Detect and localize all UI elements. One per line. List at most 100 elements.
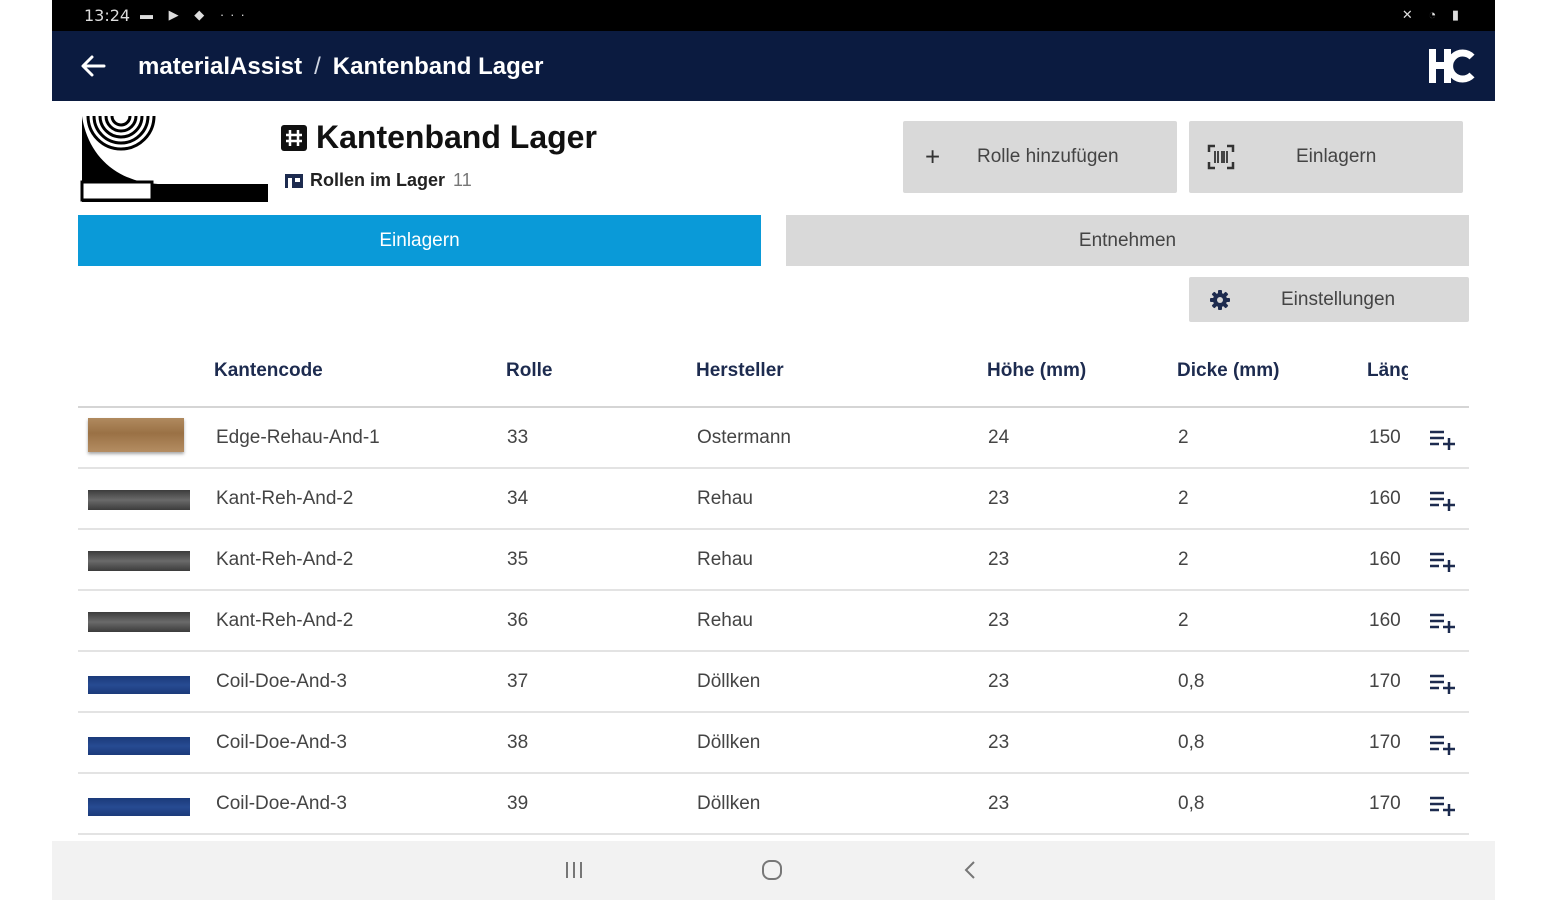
playlist-add-icon[interactable] (1428, 428, 1456, 450)
company-logo (1429, 49, 1475, 83)
status-time: 13:24 (84, 6, 131, 25)
cell-laenge: 160 (1369, 549, 1401, 570)
col-hersteller[interactable]: Hersteller (696, 360, 784, 381)
warehouse-icon (285, 173, 303, 188)
table-header: Kantencode Rolle Hersteller Höhe (mm) Di… (78, 340, 1469, 408)
cell-rolle: 38 (507, 732, 529, 753)
edge-color-swatch (88, 676, 190, 694)
cell-kantencode: Coil-Doe-And-3 (216, 793, 347, 814)
breadcrumb: materialAssist / Kantenband Lager (138, 53, 543, 81)
cell-hersteller: Rehau (697, 610, 753, 631)
col-dicke[interactable]: Dicke (mm) (1177, 360, 1280, 381)
rolls-in-stock-label: Rollen im Lager (310, 170, 446, 190)
breadcrumb-app[interactable]: materialAssist (138, 53, 303, 80)
table-row[interactable]: Kant-Reh-And-2 34 Rehau 23 2 160 (78, 469, 1469, 530)
cell-laenge: 170 (1369, 793, 1401, 814)
rolls-in-stock-count: 11 (453, 170, 472, 190)
cell-laenge: 160 (1369, 610, 1401, 631)
cell-hersteller: Ostermann (697, 427, 791, 448)
cell-hersteller: Döllken (697, 732, 761, 753)
playlist-add-icon[interactable] (1428, 733, 1456, 755)
cell-laenge: 170 (1369, 671, 1401, 692)
page-title: Kantenband Lager (280, 119, 597, 156)
table-row[interactable]: Coil-Doe-And-3 37 Döllken 23 0,8 170 (78, 652, 1469, 713)
col-kantencode[interactable]: Kantencode (214, 360, 323, 381)
cell-laenge: 150 (1369, 427, 1401, 448)
playlist-add-icon[interactable] (1428, 794, 1456, 816)
table-row[interactable]: Kant-Reh-And-2 36 Rehau 23 2 160 (78, 591, 1469, 652)
playlist-add-icon[interactable] (1428, 550, 1456, 572)
table-row[interactable]: Coil-Doe-And-3 39 Döllken 23 0,8 170 (78, 774, 1469, 835)
table-row[interactable]: Edge-Rehau-And-1 33 Ostermann 24 2 150 (78, 408, 1469, 469)
cell-hersteller: Rehau (697, 549, 753, 570)
tablet-screen: 13:24 ▬ ▶ ◆ ··· ✕ ◔ ▮ materialAssist / Kan… (52, 0, 1495, 900)
cell-rolle: 39 (507, 793, 529, 814)
cell-kantencode: Kant-Reh-And-2 (216, 488, 354, 509)
hash-tag-icon (281, 124, 307, 151)
system-nav-bar (52, 841, 1495, 900)
cell-kantencode: Kant-Reh-And-2 (216, 610, 354, 631)
table-row[interactable]: Coil-Doe-And-3 38 Döllken 23 0,8 170 (78, 713, 1469, 774)
col-rolle[interactable]: Rolle (506, 360, 553, 381)
add-roll-button[interactable]: + Rolle hinzufügen (903, 121, 1177, 193)
cell-hoehe: 23 (988, 732, 1010, 753)
edge-color-swatch (88, 798, 190, 816)
breadcrumb-current: Kantenband Lager (332, 53, 544, 80)
home-icon[interactable] (760, 858, 784, 882)
cell-hoehe: 23 (988, 610, 1010, 631)
cell-kantencode: Edge-Rehau-And-1 (216, 427, 380, 448)
cell-hersteller: Döllken (697, 793, 761, 814)
cell-kantencode: Coil-Doe-And-3 (216, 732, 347, 753)
cell-laenge: 170 (1369, 732, 1401, 753)
edge-color-swatch (88, 737, 190, 755)
tab-einlagern[interactable]: Einlagern (78, 215, 761, 266)
edge-color-swatch (88, 551, 190, 571)
cell-kantencode: Kant-Reh-And-2 (216, 549, 354, 570)
gear-icon (1210, 289, 1230, 310)
playlist-add-icon[interactable] (1428, 672, 1456, 694)
col-laenge-clip: Läng (1367, 340, 1408, 406)
back-nav-icon[interactable] (960, 858, 980, 882)
notification-icons: ▬ ▶ ◆ ··· (140, 7, 251, 22)
cell-laenge: 160 (1369, 488, 1401, 509)
playlist-add-icon[interactable] (1428, 489, 1456, 511)
cell-dicke: 0,8 (1178, 671, 1205, 692)
cell-dicke: 2 (1178, 610, 1189, 631)
edge-color-swatch (88, 612, 190, 632)
playlist-add-icon[interactable] (1428, 611, 1456, 633)
back-arrow-icon[interactable] (78, 51, 108, 81)
store-button[interactable]: Einlagern (1189, 121, 1463, 193)
col-laenge[interactable]: Läng (1367, 360, 1408, 381)
settings-label: Einstellungen (1281, 288, 1396, 310)
add-roll-label: Rolle hinzufügen (977, 146, 1119, 167)
cell-hersteller: Döllken (697, 671, 761, 692)
plus-icon: + (925, 141, 941, 172)
cell-rolle: 37 (507, 671, 529, 692)
edge-band-roll-icon (80, 115, 268, 202)
breadcrumb-separator: / (314, 53, 321, 80)
tab-entnehmen[interactable]: Entnehmen (786, 215, 1469, 266)
settings-button[interactable]: Einstellungen (1189, 277, 1469, 322)
edge-color-swatch (88, 490, 190, 510)
cell-dicke: 2 (1178, 549, 1189, 570)
edge-color-swatch (88, 418, 184, 452)
table-row[interactable]: Kant-Reh-And-2 35 Rehau 23 2 160 (78, 530, 1469, 591)
cell-hoehe: 23 (988, 549, 1010, 570)
cell-hoehe: 23 (988, 671, 1010, 692)
cell-hersteller: Rehau (697, 488, 753, 509)
cell-dicke: 0,8 (1178, 793, 1205, 814)
cell-hoehe: 24 (988, 427, 1010, 448)
rolls-in-stock: Rollen im Lager 11 (284, 170, 472, 191)
edge-band-table: Kantencode Rolle Hersteller Höhe (mm) Di… (78, 340, 1469, 835)
more-dots: ··· (219, 7, 251, 22)
col-hoehe[interactable]: Höhe (mm) (987, 360, 1087, 381)
store-button-label: Einlagern (1296, 146, 1377, 167)
status-bar: 13:24 ▬ ▶ ◆ ··· ✕ ◔ ▮ (52, 0, 1495, 31)
cell-dicke: 0,8 (1178, 732, 1205, 753)
recent-apps-icon[interactable] (562, 858, 586, 882)
page-title-text: Kantenband Lager (316, 119, 597, 155)
cell-rolle: 33 (507, 427, 529, 448)
system-status-icons: ✕ ◔ ▮ (1401, 7, 1465, 22)
cell-rolle: 36 (507, 610, 529, 631)
cell-dicke: 2 (1178, 488, 1189, 509)
